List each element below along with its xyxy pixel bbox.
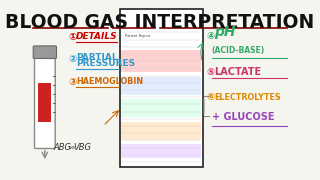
Text: ⑥: ⑥ (207, 92, 215, 102)
Text: pH: pH (214, 25, 236, 39)
Text: LACTATE: LACTATE (214, 67, 261, 77)
Bar (121, 77, 201, 95)
Text: ④: ④ (207, 31, 215, 41)
Text: ABG: ABG (54, 143, 72, 152)
Text: BLOOD GAS INTERPRETATION: BLOOD GAS INTERPRETATION (5, 13, 315, 32)
FancyBboxPatch shape (33, 46, 57, 58)
Text: ③: ③ (68, 77, 76, 87)
Text: ②: ② (68, 54, 76, 64)
Bar (121, 122, 201, 140)
Bar (121, 144, 201, 158)
FancyBboxPatch shape (38, 83, 51, 122)
Bar (121, 50, 201, 72)
Text: VBG: VBG (73, 143, 91, 152)
FancyBboxPatch shape (35, 53, 55, 148)
Text: HAEMOGLOBIN: HAEMOGLOBIN (76, 77, 143, 86)
Text: Patient Report: Patient Report (125, 34, 151, 38)
Text: + GLUCOSE: + GLUCOSE (212, 112, 274, 122)
Text: ①: ① (68, 32, 76, 42)
Text: ELECTROLYTES: ELECTROLYTES (214, 93, 281, 102)
Text: DETAILS: DETAILS (76, 32, 117, 41)
Text: PARTIAL: PARTIAL (76, 53, 117, 62)
Text: (ACID-BASE): (ACID-BASE) (212, 46, 265, 55)
Bar (121, 99, 201, 117)
Text: vs: vs (68, 145, 75, 150)
FancyBboxPatch shape (120, 9, 203, 167)
Text: PRESSURES: PRESSURES (76, 59, 135, 68)
Text: ⑤: ⑤ (207, 67, 215, 77)
